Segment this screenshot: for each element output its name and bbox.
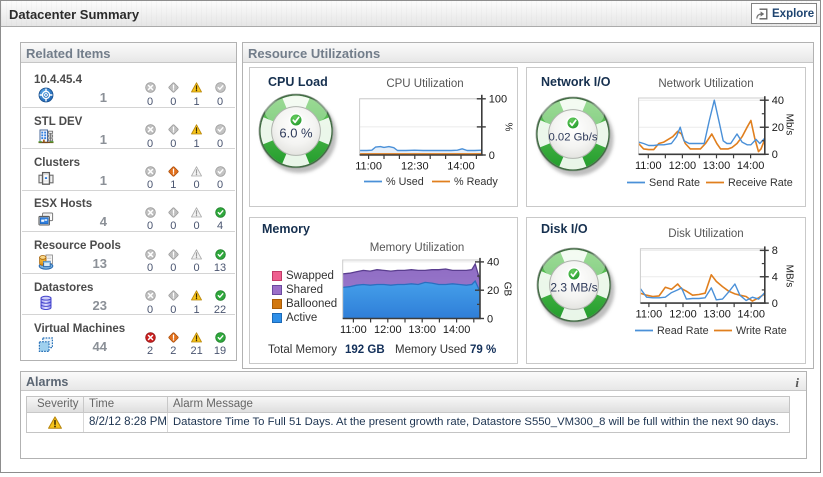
svg-text:12:00: 12:00 — [374, 324, 402, 336]
svg-text:Mb/s: Mb/s — [784, 114, 795, 136]
svg-text:13:00: 13:00 — [703, 160, 731, 172]
svg-text:Write Rate: Write Rate — [736, 325, 787, 337]
svg-text:14:00: 14:00 — [737, 309, 765, 321]
svg-text:Send Rate: Send Rate — [649, 177, 700, 189]
svg-text:0: 0 — [772, 149, 778, 161]
svg-text:MB/s: MB/s — [784, 265, 795, 288]
svg-text:8: 8 — [772, 245, 778, 257]
svg-text:2.3 MB/s: 2.3 MB/s — [550, 280, 597, 294]
svg-text:6.0 %: 6.0 % — [279, 125, 313, 140]
svg-text:14:00: 14:00 — [737, 160, 765, 172]
svg-text:40: 40 — [772, 95, 784, 107]
svg-text:11:00: 11:00 — [355, 161, 382, 173]
svg-text:11:00: 11:00 — [340, 324, 367, 336]
svg-text:14:00: 14:00 — [447, 161, 475, 173]
svg-text:100: 100 — [489, 94, 507, 106]
svg-text:40: 40 — [487, 257, 499, 269]
svg-text:0: 0 — [772, 298, 778, 310]
svg-text:4: 4 — [772, 272, 778, 284]
svg-text:0: 0 — [489, 150, 495, 162]
svg-text:0: 0 — [487, 313, 493, 325]
svg-text:11:00: 11:00 — [635, 160, 662, 172]
svg-text:0.02 Gb/s: 0.02 Gb/s — [549, 131, 598, 143]
svg-text:% Used: % Used — [386, 176, 424, 188]
svg-text:Read Rate: Read Rate — [657, 325, 709, 337]
svg-text:12:00: 12:00 — [669, 160, 697, 172]
svg-text:13:00: 13:00 — [703, 309, 731, 321]
svg-text:% Ready: % Ready — [454, 176, 498, 188]
svg-text:%: % — [503, 123, 514, 132]
svg-text:11:00: 11:00 — [636, 309, 663, 321]
svg-text:20: 20 — [487, 285, 499, 297]
svg-text:Receive Rate: Receive Rate — [728, 177, 793, 189]
svg-text:GB: GB — [502, 282, 513, 297]
svg-text:12:00: 12:00 — [669, 309, 697, 321]
svg-text:14:00: 14:00 — [443, 324, 471, 336]
svg-text:13:00: 13:00 — [408, 324, 436, 336]
svg-text:20: 20 — [772, 122, 784, 134]
svg-text:12:30: 12:30 — [401, 161, 429, 173]
